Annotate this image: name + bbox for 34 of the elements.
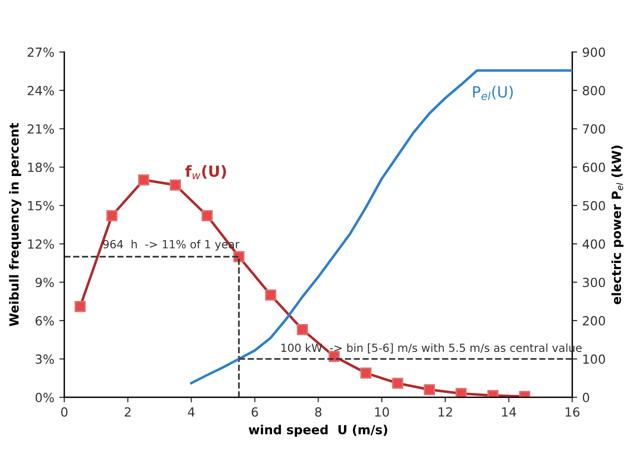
y2-tick-label: 800 [582,86,606,96]
y-tick-label: 6% [36,316,54,326]
y-tick-label: 3% [36,354,54,364]
y2-tick-label: 900 [582,48,606,57]
y-tick-label: 12% [28,239,54,249]
y2-tick-label: 200 [582,316,606,326]
y-tick-label: 24% [28,86,54,96]
series-label: P$_{el}$(U) [473,86,513,100]
y-tick-label: 27% [28,48,54,57]
y2-tick-label: 700 [583,124,606,134]
x-tick-label: 12 [438,407,452,417]
y-tick-label: 9% [36,278,54,288]
x-tick-label: 16 [566,407,580,417]
y-tick-label: 15% [28,200,54,210]
y-tick-label: 0% [36,392,54,402]
x-tick-label: 14 [502,407,516,417]
y2-tick-label: 600 [582,162,606,172]
x-tick-label: 0 [61,407,68,417]
y2-tick-label: 300 [582,278,606,288]
x-tick-label: 8 [315,407,322,417]
y2-tick-label: 400 [582,239,606,249]
x-tick-label: 10 [375,407,389,417]
y2-tick-label: 0 [582,392,590,402]
y-tick-label: 18% [28,162,54,172]
y2-tick-label: 500 [582,200,606,210]
x-tick-label: 6 [252,407,258,417]
x-axis-title: wind speed U (m/s) [248,424,388,437]
y2-tick-label: 100 [583,354,606,364]
y-axis-title: Weibull frequency in percent [9,122,22,326]
y2-axis-title: electric power P$_{el}$ (kW) [611,146,624,304]
x-tick-label: 4 [188,407,195,417]
series-label: f$_{w}$(U) [185,165,226,180]
x-tick-label: 2 [124,407,131,417]
y-tick-label: 21% [28,124,54,134]
